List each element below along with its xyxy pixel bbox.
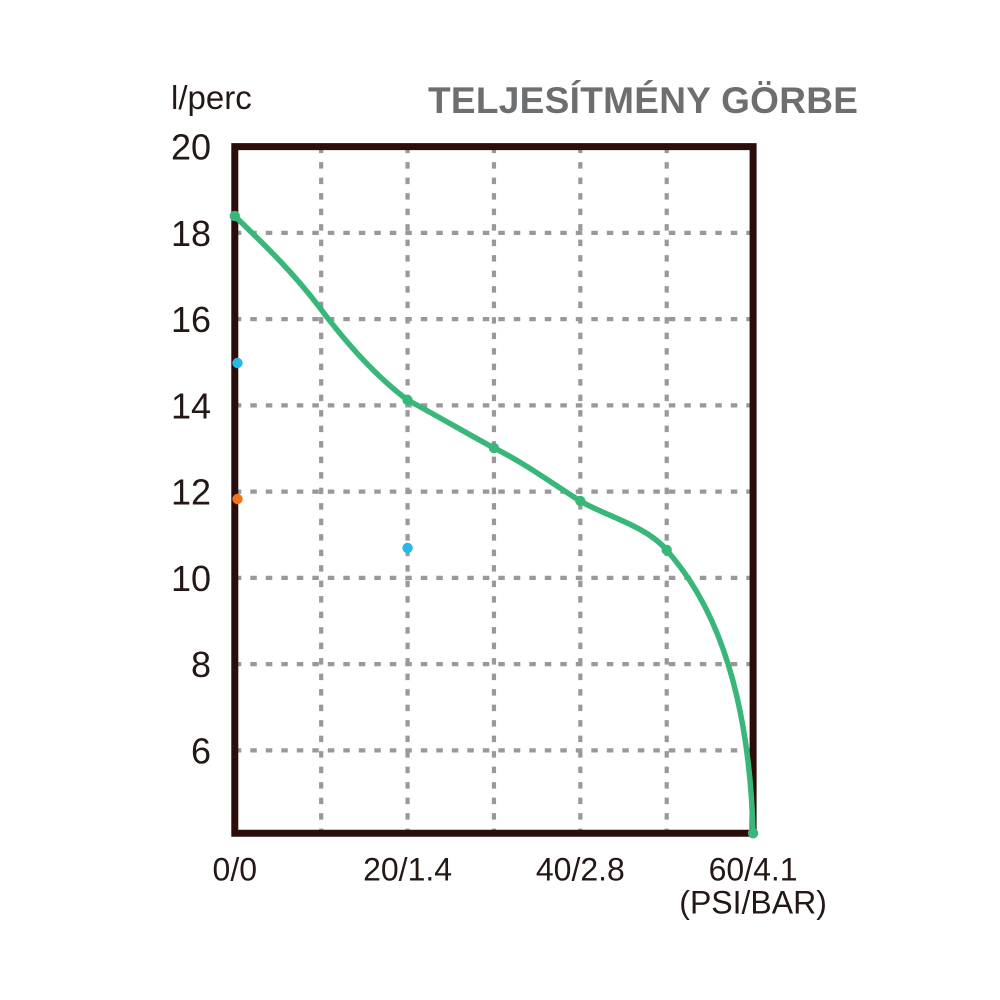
svg-text:18: 18 [171,213,211,254]
svg-text:14: 14 [171,385,211,426]
svg-text:6: 6 [191,730,211,771]
svg-text:40/2.8: 40/2.8 [536,852,625,888]
svg-text:20: 20 [171,127,211,168]
svg-text:20/1.4: 20/1.4 [363,852,452,888]
svg-text:12: 12 [171,472,211,513]
svg-text:(PSI/BAR): (PSI/BAR) [679,885,827,921]
svg-text:60/4.1: 60/4.1 [709,852,798,888]
svg-text:10: 10 [171,558,211,599]
svg-text:0/0: 0/0 [213,852,257,888]
svg-text:16: 16 [171,299,211,340]
svg-text:8: 8 [191,644,211,685]
